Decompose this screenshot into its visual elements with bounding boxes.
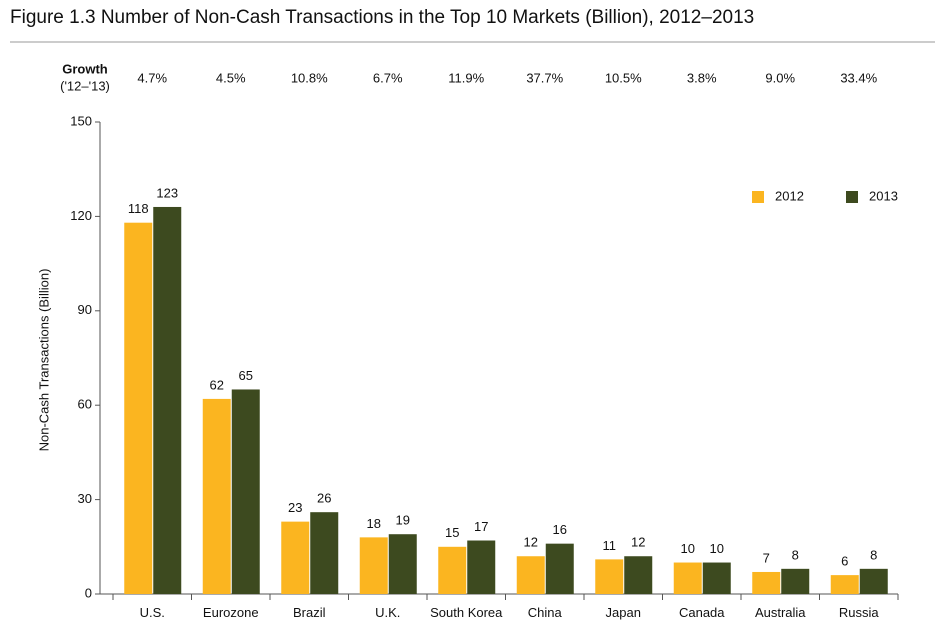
growth-value: 37.7%: [526, 70, 563, 85]
bar: [310, 512, 339, 594]
legend-label: 2013: [869, 188, 898, 203]
data-label: 16: [553, 522, 567, 537]
y-tick-label: 0: [85, 585, 92, 600]
data-label: 10: [681, 541, 695, 556]
y-tick-label: 90: [78, 302, 92, 317]
bar: [124, 222, 153, 594]
data-label: 7: [763, 550, 770, 565]
bar: [231, 389, 260, 594]
data-label: 65: [239, 368, 253, 383]
growth-value: 4.7%: [137, 70, 167, 85]
bar: [781, 568, 810, 594]
x-tick-label: Brazil: [292, 605, 326, 620]
bar: [153, 206, 182, 594]
legend-swatch: [846, 191, 858, 203]
data-label: 118: [128, 201, 149, 216]
bar: [281, 521, 310, 594]
y-tick-label: 30: [78, 491, 92, 506]
growth-sublabel: ('12–'13): [60, 78, 110, 93]
x-tick-label: Canada: [678, 605, 725, 620]
data-label: 6: [841, 554, 848, 569]
growth-value: 3.8%: [687, 70, 717, 85]
bar: [673, 562, 702, 594]
x-tick-label: U.K.: [375, 605, 401, 620]
growth-value: 10.8%: [291, 70, 328, 85]
growth-value: 10.5%: [605, 70, 642, 85]
bar: [438, 546, 467, 594]
x-tick-label: Australia: [754, 605, 806, 620]
y-tick-label: 120: [70, 208, 92, 223]
growth-value: 11.9%: [448, 70, 484, 85]
growth-value: 6.7%: [373, 70, 403, 85]
bar: [545, 543, 574, 594]
data-label: 19: [396, 513, 410, 528]
x-tick-label: Japan: [605, 605, 641, 620]
bar: [359, 537, 388, 594]
x-tick-label: U.S.: [139, 605, 165, 620]
x-tick-label: Eurozone: [202, 605, 259, 620]
chart-title: Figure 1.3 Number of Non-Cash Transactio…: [10, 7, 754, 28]
y-tick-label: 60: [78, 397, 92, 412]
data-label: 15: [445, 525, 459, 540]
bar: [202, 398, 231, 594]
bar: [702, 562, 731, 594]
data-label: 12: [524, 535, 538, 550]
growth-label: Growth: [62, 61, 108, 76]
bar: [830, 575, 859, 594]
legend-swatch: [752, 191, 764, 203]
data-label: 10: [710, 541, 724, 556]
data-label: 123: [156, 185, 178, 200]
x-tick-label: China: [527, 605, 562, 620]
growth-value: 9.0%: [765, 70, 795, 85]
data-label: 8: [792, 547, 799, 562]
data-label: 8: [870, 547, 877, 562]
bar: [595, 559, 624, 594]
x-tick-label: South Korea: [430, 605, 503, 620]
data-label: 26: [317, 491, 331, 506]
data-label: 23: [288, 500, 302, 515]
x-tick-label: Russia: [838, 605, 879, 620]
y-tick-label: 150: [70, 113, 92, 128]
bar: [859, 568, 888, 594]
data-label: 62: [210, 377, 224, 392]
growth-value: 4.5%: [216, 70, 246, 85]
bar: [752, 571, 781, 594]
growth-value: 33.4%: [840, 70, 877, 85]
bar: [516, 556, 545, 594]
data-label: 12: [631, 535, 645, 550]
data-label: 17: [474, 519, 488, 534]
bar: [388, 534, 417, 594]
bar: [467, 540, 496, 594]
bar: [624, 556, 653, 594]
data-label: 18: [367, 516, 381, 531]
legend-label: 2012: [775, 188, 804, 203]
data-label: 11: [603, 538, 617, 553]
y-axis-label: Non-Cash Transactions (Billion): [36, 269, 51, 452]
